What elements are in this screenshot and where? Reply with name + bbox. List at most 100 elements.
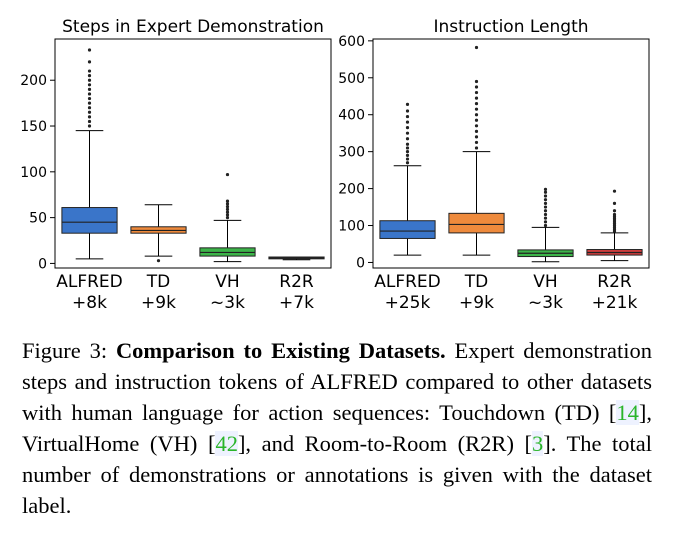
chart2-td-outlier-6 xyxy=(474,113,479,117)
citation-link-42[interactable]: 42 xyxy=(215,431,238,456)
chart1-ytick-label-0: 0 xyxy=(38,256,47,272)
chart2-td-outlier-13 xyxy=(474,45,479,50)
chart2-alfred-outlier-12 xyxy=(405,102,410,106)
chart2-category-label-1: TD xyxy=(464,272,488,292)
caption-prefix: Figure 3: xyxy=(22,338,116,363)
chart1-axes-frame xyxy=(54,38,332,269)
chart2-td-outlier-2 xyxy=(474,135,479,139)
chart1-alfred-box xyxy=(61,207,118,234)
chart1-count-label-2: ~3k xyxy=(210,293,245,313)
chart1-td-outlier-0 xyxy=(156,259,161,263)
chart2-vh-outlier-0 xyxy=(543,223,548,228)
chart2-alfred-outlier-7 xyxy=(405,131,410,135)
chart2-alfred-outlier-3 xyxy=(405,150,410,154)
chart1-vh-outlier-1 xyxy=(225,213,230,217)
chart2-vh-outlier-8 xyxy=(543,194,548,198)
chart1-vh-outlier-2 xyxy=(225,210,230,214)
chart2-vh-outlier-2 xyxy=(543,216,548,220)
chart2-vh-outlier-1 xyxy=(543,220,548,224)
chart2-td-box xyxy=(448,212,505,234)
chart2-td-outlier-11 xyxy=(474,85,479,89)
chart2-alfred-outlier-10 xyxy=(405,114,410,119)
chart1-alfred-outlier-4 xyxy=(87,106,92,110)
chart1-alfred-outlier-7 xyxy=(87,92,92,96)
citation-link-3[interactable]: 3 xyxy=(531,431,544,456)
chart1-vh-outlier-3 xyxy=(225,207,230,211)
chart2-vh-outlier-9 xyxy=(543,190,548,194)
chart1-alfred-outlier-0 xyxy=(87,124,92,128)
chart2-ytick-label-4: 400 xyxy=(338,108,365,124)
chart1-category-label-3: R2R xyxy=(279,272,314,292)
chart2-axes-frame xyxy=(372,38,650,269)
chart1-count-label-1: +9k xyxy=(141,293,176,313)
chart2-ytick-label-2: 200 xyxy=(338,182,365,198)
chart1-category-label-1: TD xyxy=(146,272,170,292)
chart2-ytick-label-5: 500 xyxy=(338,71,365,87)
chart1-vh-outlier-7 xyxy=(225,172,230,177)
chart1-title: Steps in Expert Demonstration xyxy=(62,17,324,37)
chart1-alfred-outlier-13 xyxy=(87,60,92,64)
chart2-count-label-3: +21k xyxy=(592,293,638,313)
chart2-vh-outlier-10 xyxy=(543,187,548,191)
chart1-category-label-0: ALFRED xyxy=(56,272,123,292)
chart2-ytick-label-3: 300 xyxy=(338,145,365,161)
chart1-alfred-outlier-5 xyxy=(87,101,92,105)
chart1-ytick-label-2: 100 xyxy=(20,165,47,181)
caption-text-3: ], and Room-to-Room (R2R) [ xyxy=(237,431,532,456)
chart2-td-outlier-0 xyxy=(474,146,479,150)
chart2-r2r-outlier-9 xyxy=(612,212,617,217)
chart2-alfred-outlier-1 xyxy=(405,157,410,161)
chart2-alfred-outlier-11 xyxy=(405,109,410,113)
chart2-count-label-1: +9k xyxy=(459,293,494,313)
chart1-alfred-outlier-2 xyxy=(87,115,92,119)
chart2-td-outlier-4 xyxy=(474,124,479,128)
chart2-td-outlier-3 xyxy=(474,129,479,133)
chart2-td-outlier-7 xyxy=(474,107,479,111)
chart2-alfred-outlier-0 xyxy=(405,161,410,165)
chart2-alfred-outlier-9 xyxy=(405,120,410,124)
chart2-alfred-outlier-8 xyxy=(405,126,410,130)
chart2-vh-outlier-6 xyxy=(543,201,548,205)
chart2-count-label-0: +25k xyxy=(385,293,431,313)
chart2-r2r-outlier-11 xyxy=(612,201,617,205)
chart1-alfred-outlier-12 xyxy=(87,69,92,73)
chart2-td-outlier-10 xyxy=(474,90,479,95)
chart2-alfred-box xyxy=(379,220,436,239)
chart2-ytick-label-6: 600 xyxy=(338,34,365,50)
chart2-r2r-outlier-12 xyxy=(612,189,617,193)
chart2-td-outlier-5 xyxy=(474,118,479,122)
chart2-alfred-outlier-4 xyxy=(405,146,410,150)
chart2-r2r-outlier-10 xyxy=(612,209,617,213)
chart2-category-label-2: VH xyxy=(533,272,557,292)
chart2-ytick-label-1: 100 xyxy=(338,219,365,235)
caption-title: Comparison to Existing Datasets. xyxy=(115,338,446,363)
chart1-ytick-label-1: 50 xyxy=(29,211,47,227)
chart2-ytick-label-0: 0 xyxy=(356,255,365,271)
figure-caption: Figure 3: Comparison to Existing Dataset… xyxy=(22,335,652,521)
chart1-alfred-outlier-3 xyxy=(87,110,92,114)
chart2-vh-outlier-7 xyxy=(543,198,548,202)
chart2-vh-outlier-5 xyxy=(543,205,548,209)
chart1-ytick-label-3: 150 xyxy=(20,119,47,135)
caption-text-2: ], VirtualHome (VH) [ xyxy=(22,400,652,456)
citation-link-14[interactable]: 14 xyxy=(616,400,639,425)
chart2-td-outlier-12 xyxy=(474,79,479,84)
chart1-category-label-2: VH xyxy=(215,272,239,292)
chart2-category-label-0: ALFRED xyxy=(374,272,441,292)
chart1-vh-outlier-5 xyxy=(225,202,230,206)
chart1-ytick-label-4: 200 xyxy=(20,73,47,89)
figure-charts: Steps in Expert Demonstration 0 50 100 150 20… xyxy=(20,17,650,313)
chart1-count-label-0: +8k xyxy=(72,293,107,313)
chart2-count-label-2: ~3k xyxy=(528,293,563,313)
chart2-category-label-3: R2R xyxy=(597,272,632,292)
chart1-alfred-outlier-10 xyxy=(87,78,92,82)
caption-text-4: ]. The total number of demonstrations or… xyxy=(22,431,652,518)
chart1-vh-outlier-4 xyxy=(225,205,230,209)
chart2-alfred-outlier-5 xyxy=(405,142,410,146)
chart1-alfred-outlier-1 xyxy=(87,119,92,124)
chart2-td-outlier-9 xyxy=(474,96,479,100)
chart2-vh-outlier-4 xyxy=(543,209,548,213)
chart1-count-label-3: +7k xyxy=(279,293,314,313)
chart2-alfred-outlier-6 xyxy=(405,137,410,141)
chart1-vh-outlier-6 xyxy=(225,199,230,203)
